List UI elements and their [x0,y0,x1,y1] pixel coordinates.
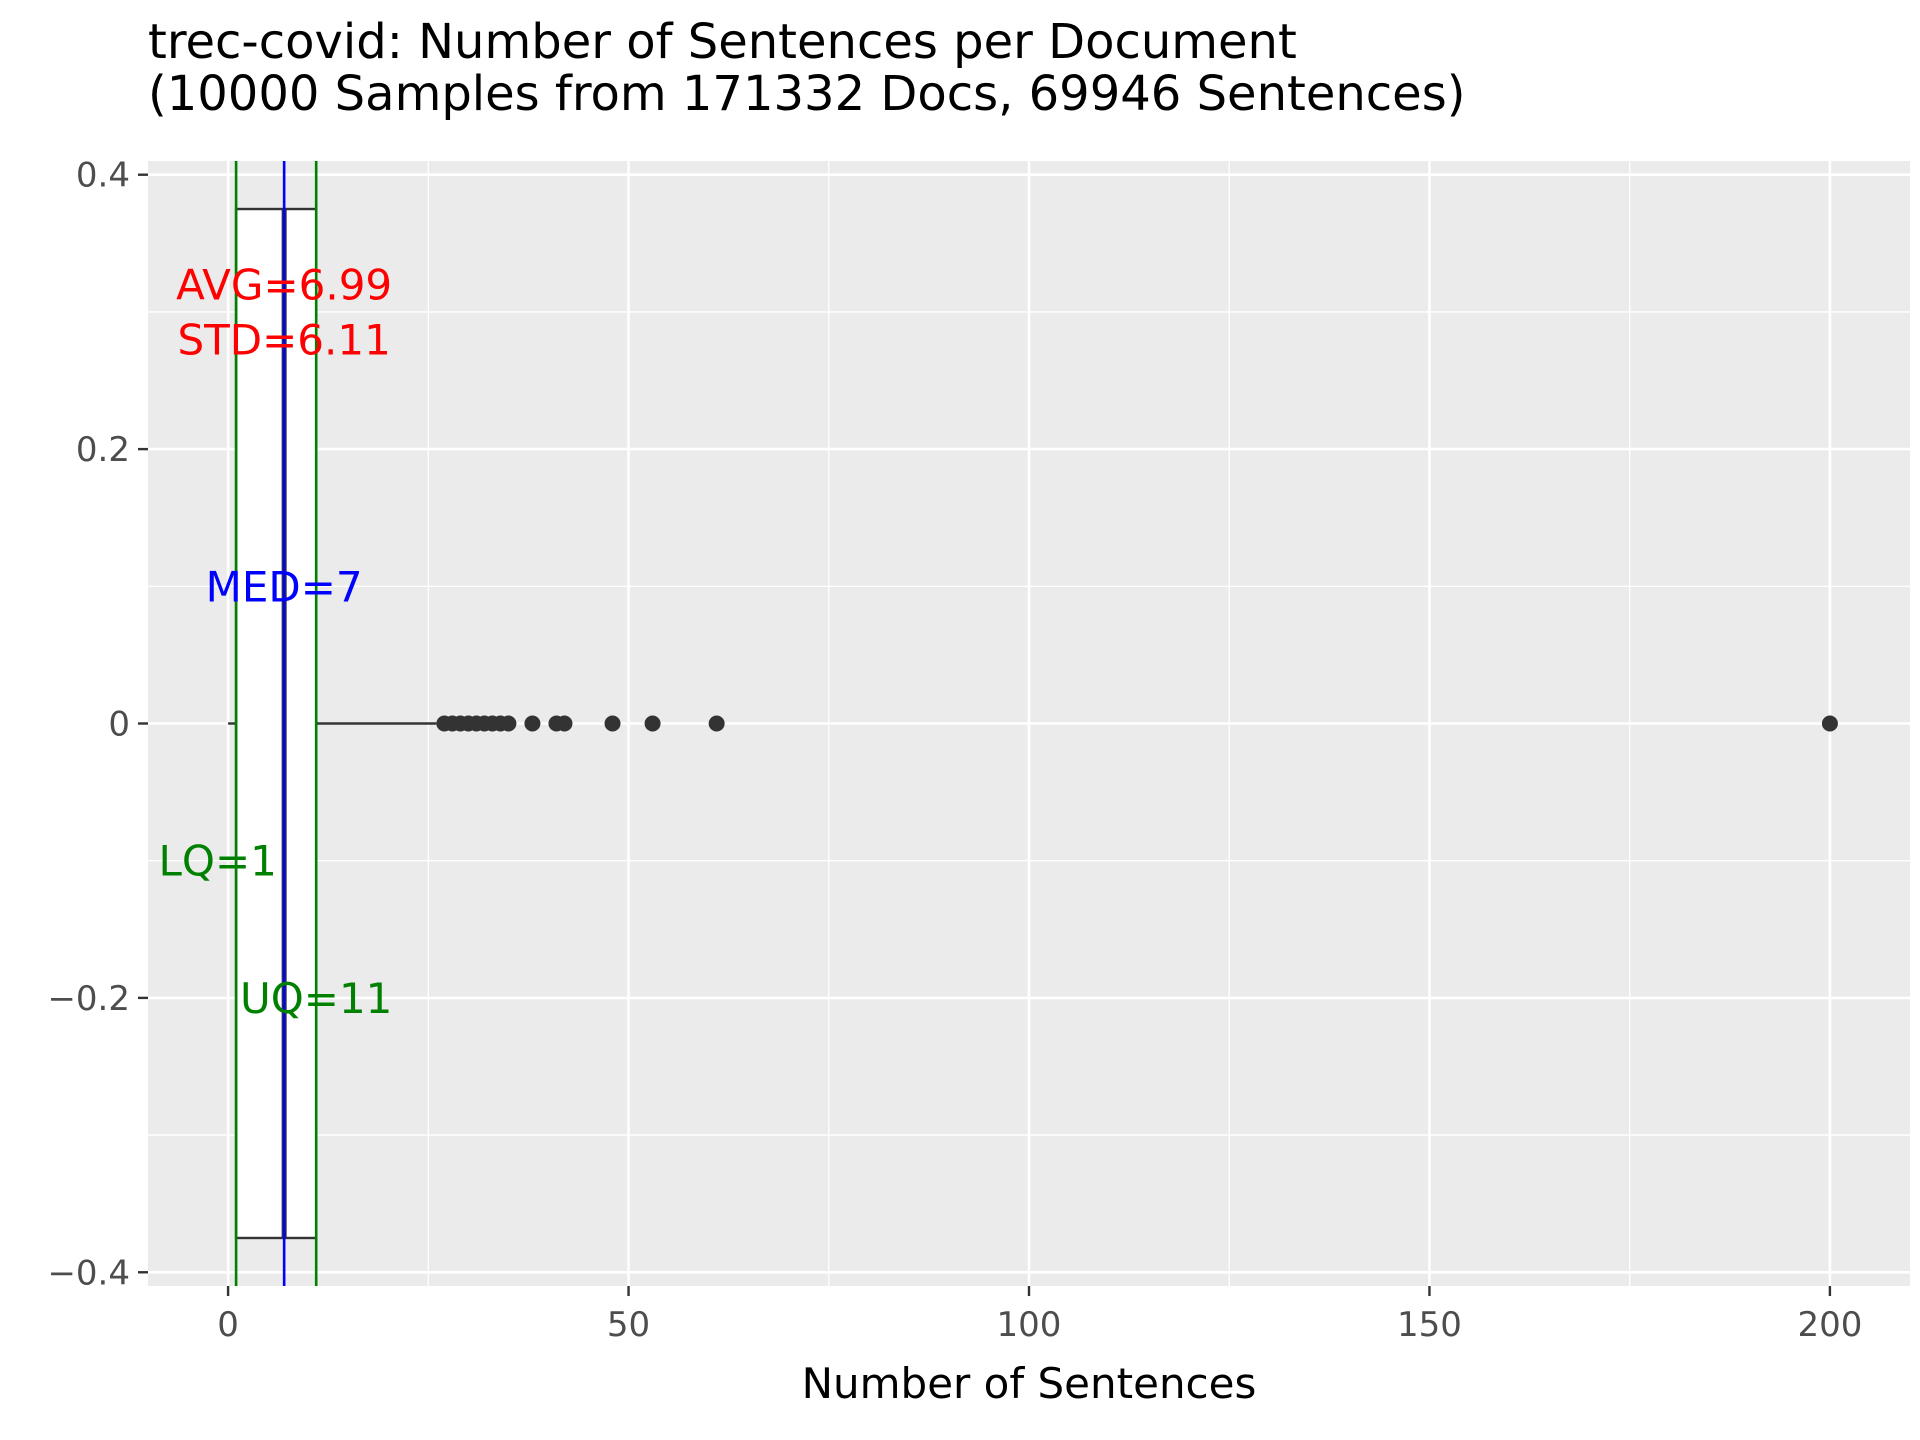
y-tick-label: 0.2 [76,430,130,470]
reference-lines [234,161,318,1286]
outlier-point [524,715,541,732]
x-tick-label: 0 [217,1305,239,1345]
annotation-avg: AVG=6.99 [176,260,392,309]
annotation-std: STD=6.11 [177,315,390,364]
chart-title-line-1: trec-covid: Number of Sentences per Docu… [148,14,1297,70]
y-tick-label: 0 [108,705,130,745]
annotations: AVG=6.99 STD=6.11 MED=7 LQ=1 UQ=11 [158,260,392,1022]
annotation-uq: UQ=11 [240,974,392,1023]
x-tick-label: 100 [997,1305,1062,1345]
outlier-point [500,715,517,732]
outlier-points [436,715,1838,732]
y-tick-label: −0.2 [47,979,130,1019]
outlier-point [708,715,725,732]
y-tick-label: −0.4 [47,1253,130,1293]
x-axis-title: Number of Sentences [802,1359,1257,1408]
boxplot [228,207,437,1240]
y-tick-label: 0.4 [76,156,130,196]
outlier-point [604,715,621,732]
outlier-point [556,715,573,732]
chart-title-line-2: (10000 Samples from 171332 Docs, 69946 S… [148,66,1465,122]
outlier-point [644,715,661,732]
x-tick-label: 150 [1397,1305,1462,1345]
outlier-point [1821,715,1838,732]
annotation-med: MED=7 [206,562,363,611]
annotation-lq: LQ=1 [158,837,276,886]
y-axis: 0.4 0.2 0 −0.2 −0.4 [47,156,148,1293]
x-tick-label: 50 [607,1305,650,1345]
x-axis: 0 50 100 150 200 [217,1286,1862,1345]
x-tick-label: 200 [1797,1305,1862,1345]
